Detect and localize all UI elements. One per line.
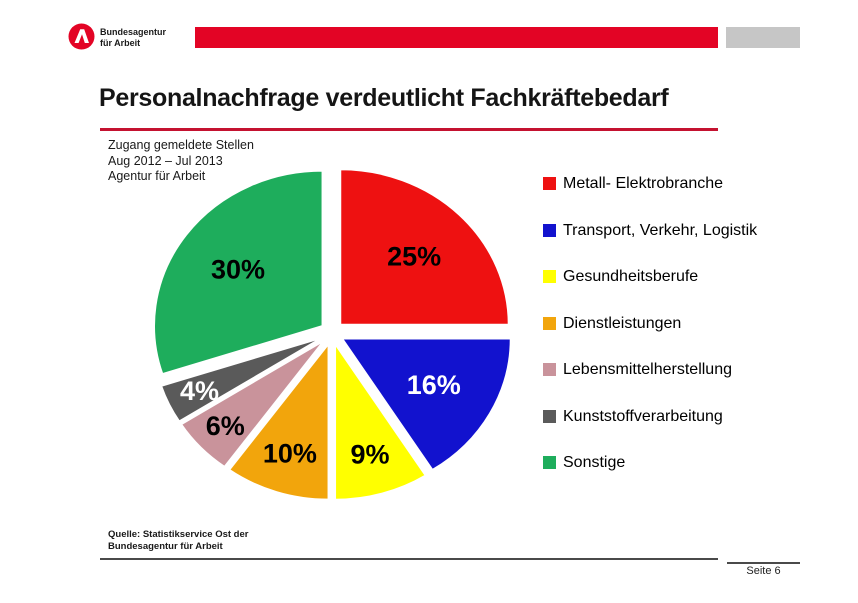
pie-label: 10%	[263, 439, 317, 469]
pie-slice-transport-verkehr-logistik	[341, 338, 512, 471]
header-bar-gray	[726, 27, 800, 48]
source-note: Quelle: Statistikservice Ost der Bundesag…	[108, 529, 248, 552]
logo-text-line2: für Arbeit	[100, 37, 141, 48]
legend-swatch	[543, 177, 556, 190]
legend-swatch	[543, 316, 556, 330]
header-bar-red	[195, 27, 718, 48]
legend-item: Gesundheitsberufe	[543, 267, 793, 314]
legend-label: Metall- Elektrobranche	[563, 175, 724, 192]
legend: Metall- Elektrobranche Transport, Verkehr…	[543, 174, 793, 500]
legend-swatch	[543, 409, 556, 423]
legend-swatch	[543, 270, 556, 283]
footer-rule-long	[100, 558, 718, 560]
legend-swatch	[543, 456, 556, 469]
pie-slice-gesundheitsberufe	[334, 343, 427, 501]
pie-label: 25%	[387, 242, 441, 272]
pie-label: 6%	[206, 411, 245, 441]
legend-item: Transport, Verkehr, Logistik	[543, 221, 793, 268]
logo-text: Bundesagentur für Arbeit	[100, 23, 166, 48]
ba-logo: Bundesagentur für Arbeit	[68, 23, 166, 50]
legend-item: Dienstleistungen	[543, 314, 793, 361]
legend-label: Dienstleistungen	[563, 314, 682, 332]
note-line: Zugang gemeldete Stellen	[108, 138, 254, 152]
pie-slice-sonstige	[153, 170, 324, 375]
legend-item: Kunststoffverarbeitung	[543, 407, 793, 454]
legend-label: Lebensmittelherstellung	[563, 361, 732, 378]
legend-swatch	[543, 363, 556, 376]
page-title: Personalnachfrage verdeutlicht Fachkräft…	[99, 84, 669, 112]
legend-item: Sonstige	[543, 453, 793, 500]
note-line: Agentur für Arbeit	[108, 169, 206, 183]
legend-label: Transport, Verkehr, Logistik	[563, 221, 758, 239]
pie-label: 16%	[407, 370, 461, 400]
legend-item: Metall- Elektrobranche	[543, 174, 793, 221]
chart-note: Zugang gemeldete Stellen Aug 2012 – Jul 2…	[108, 138, 254, 185]
legend-swatch	[543, 223, 556, 237]
pie-label: 30%	[211, 255, 265, 285]
pie-slice-kunststoffverarbeitung	[160, 337, 322, 422]
page-number: Seite 6	[746, 565, 781, 577]
pie-slice-lebensmittelherstellung	[180, 340, 325, 468]
legend-label: Kunststoffverarbeitung	[563, 407, 723, 425]
note-line: Aug 2012 – Jul 2013	[108, 153, 223, 168]
pie-label: 4%	[180, 376, 219, 406]
pie-label: 9%	[350, 440, 389, 470]
title-underline	[100, 128, 718, 131]
legend-label: Sonstige	[563, 454, 626, 471]
source-line: Bundesagentur für Arbeit	[108, 540, 223, 552]
legend-label: Gesundheitsberufe	[563, 268, 699, 285]
pie-slice-metall-elektrobranche	[339, 168, 510, 326]
ba-logo-icon	[68, 23, 95, 50]
pie-slice-dienstleistungen	[228, 343, 330, 501]
footer-rule-short	[727, 562, 800, 564]
source-line: Quelle: Statistikservice Ost der	[108, 529, 249, 540]
legend-item: Lebensmittelherstellung	[543, 360, 793, 407]
logo-text-line1: Bundesagentur	[100, 27, 167, 37]
